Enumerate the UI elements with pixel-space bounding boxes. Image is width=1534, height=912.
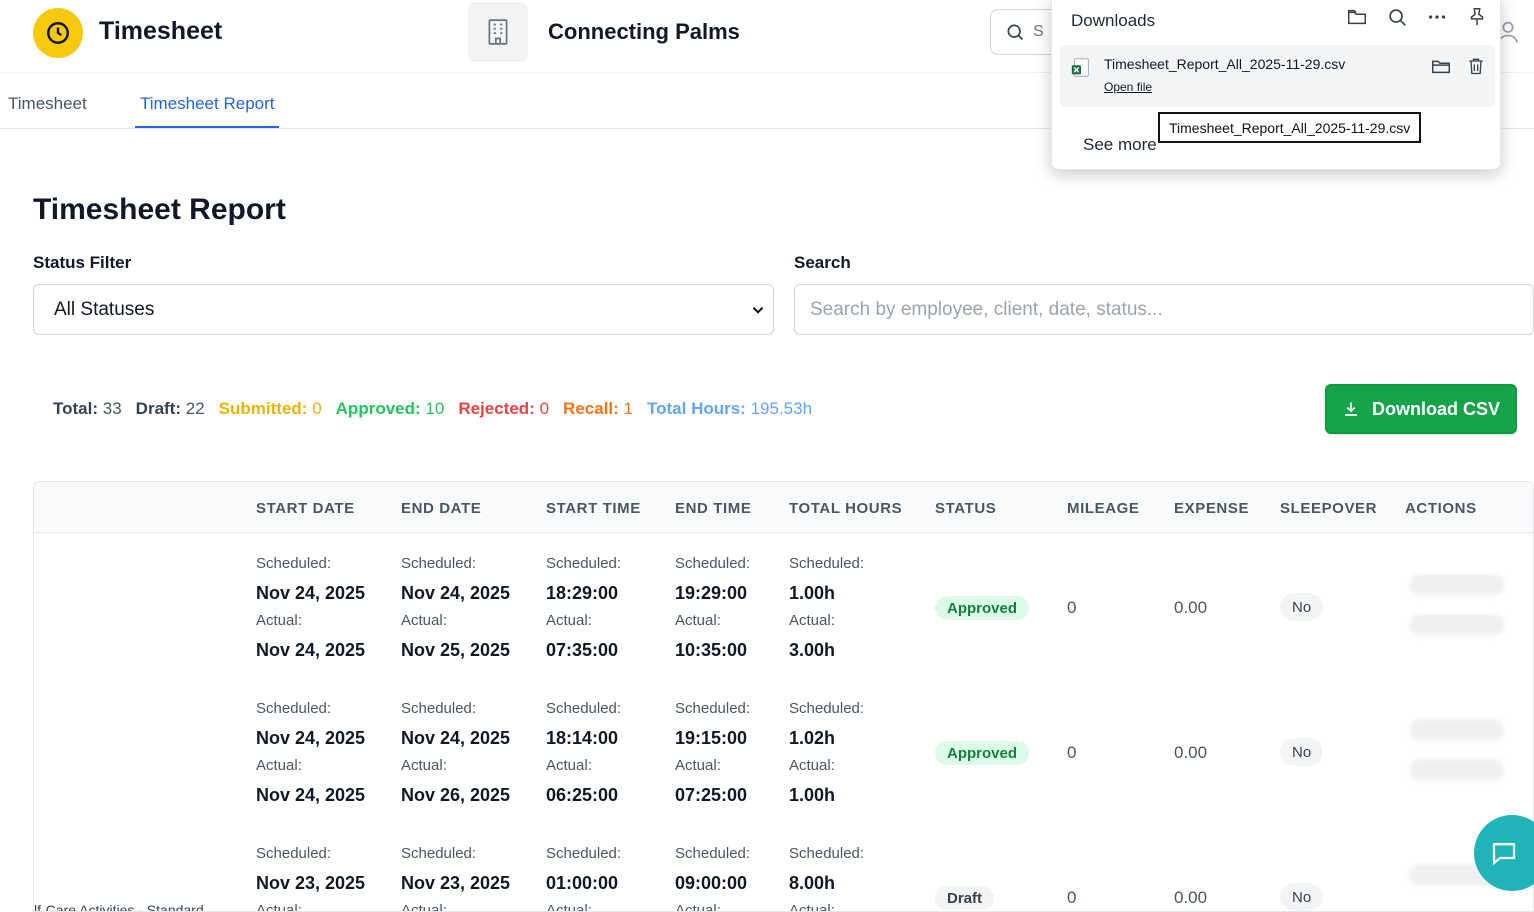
table-header: START DATE END DATE START TIME END TIME … (34, 482, 1533, 533)
row-start-time: Scheduled: 01:00:00 Actual: (546, 845, 622, 912)
search-placeholder: Search by employee, client, date, status… (810, 298, 1163, 320)
chevron-down-icon (752, 307, 764, 314)
col-sleepover: SLEEPOVER (1280, 500, 1378, 517)
building-icon (468, 2, 528, 62)
reject-button[interactable] (1409, 614, 1504, 636)
approve-button[interactable] (1409, 574, 1504, 596)
mileage-value: 0 (1067, 743, 1077, 762)
reject-button[interactable] (1409, 759, 1504, 781)
expense-value: 0.00 (1174, 743, 1208, 762)
status-filter-select[interactable]: All Statuses (33, 284, 774, 335)
tab-bar: Timesheet Timesheet Report (0, 74, 1534, 129)
col-status: STATUS (935, 500, 997, 517)
row-end-time: Scheduled: 19:15:00 Actual: 07:25:00 (675, 700, 751, 805)
download-csv-label: Download CSV (1371, 398, 1500, 419)
status-filter-label: Status Filter (33, 253, 132, 272)
col-end-date: END DATE (401, 500, 482, 517)
expense-value: 0.00 (1174, 598, 1208, 617)
pin-icon[interactable] (1466, 6, 1488, 28)
download-item[interactable]: Timesheet_Report_All_2025-11-29.csv Open… (1060, 45, 1495, 107)
row-start-date: Scheduled: Nov 24, 2025 Actual: Nov 24, … (256, 555, 366, 660)
folder-icon[interactable] (1430, 55, 1452, 77)
clock-icon (33, 8, 83, 58)
row-end-time: Scheduled: 09:00:00 Actual: (675, 845, 751, 912)
stat-rejected: Rejected: 0 (458, 399, 550, 418)
excel-file-icon (1071, 58, 1089, 77)
col-mileage: MILEAGE (1067, 500, 1140, 517)
more-icon[interactable] (1426, 6, 1448, 28)
row-total-hours: Scheduled: 1.00h Actual: 3.00h (789, 555, 865, 660)
col-actions: ACTIONS (1405, 500, 1477, 517)
download-csv-button[interactable]: Download CSV (1325, 384, 1517, 434)
header-search-placeholder: S (1033, 23, 1044, 40)
row-start-date: Scheduled: Nov 24, 2025 Actual: Nov 24, … (256, 700, 366, 805)
row-end-date: Scheduled: Nov 23, 2025 Actual: (401, 845, 511, 912)
stats-bar: Total: 33 Draft: 22 Submitted: 0 Approve… (53, 399, 812, 419)
stat-total: Total: 33 (53, 399, 122, 418)
col-start-date: START DATE (256, 500, 355, 517)
row-start-time: Scheduled: 18:29:00 Actual: 07:35:00 (546, 555, 622, 660)
stat-recall: Recall: 1 (563, 399, 633, 418)
open-file-link[interactable]: Open file (1104, 80, 1153, 94)
mileage-value: 0 (1067, 598, 1077, 617)
downloads-panel: Downloads Timesheet_Report_All_2025-11-2… (1051, 0, 1501, 170)
chat-button[interactable] (1474, 815, 1534, 891)
stat-total-hours: Total Hours: 195.53h (647, 399, 813, 418)
stat-approved: Approved: 10 (335, 399, 445, 418)
sleepover-badge: No (1280, 738, 1324, 766)
row-start-time: Scheduled: 18:14:00 Actual: 06:25:00 (546, 700, 622, 805)
tab-timesheet[interactable]: Timesheet (8, 94, 87, 113)
approve-button[interactable] (1409, 719, 1504, 741)
chat-icon (1492, 843, 1516, 866)
folder-icon[interactable] (1346, 6, 1368, 28)
sleepover-badge: No (1280, 883, 1324, 911)
download-icon (1344, 402, 1357, 416)
search-icon[interactable] (1386, 6, 1408, 28)
file-name-tooltip: Timesheet_Report_All_2025-11-29.csv (1158, 112, 1422, 143)
service-name: lf-Care Activities - Standard (34, 902, 204, 912)
timesheet-table: START DATE END DATE START TIME END TIME … (33, 481, 1534, 912)
app-title: Timesheet (99, 17, 223, 45)
row-start-date: Scheduled: Nov 23, 2025 Actual: (256, 845, 366, 912)
see-more-link[interactable]: See more (1083, 135, 1157, 154)
expense-value: 0.00 (1174, 888, 1208, 907)
row-total-hours: Scheduled: 8.00h Actual: (789, 845, 865, 912)
org-name: Connecting Palms (548, 19, 740, 44)
stat-draft: Draft: 22 (135, 399, 205, 418)
search-label: Search (794, 253, 851, 272)
status-badge: Approved (935, 741, 1030, 765)
col-expense: EXPENSE (1174, 500, 1250, 517)
search-icon (1007, 24, 1024, 41)
col-start-time: START TIME (546, 500, 641, 517)
downloads-title: Downloads (1071, 11, 1156, 30)
col-total-hours: TOTAL HOURS (789, 500, 903, 517)
row-total-hours: Scheduled: 1.02h Actual: 1.00h (789, 700, 865, 805)
stat-submitted: Submitted: 0 (218, 399, 322, 418)
row-end-date: Scheduled: Nov 24, 2025 Actual: Nov 25, … (401, 555, 511, 660)
status-badge: Draft (935, 886, 995, 910)
row-end-time: Scheduled: 19:29:00 Actual: 10:35:00 (675, 555, 751, 660)
status-filter-value: All Statuses (54, 298, 155, 320)
download-file-name: Timesheet_Report_All_2025-11-29.csv (1104, 56, 1346, 72)
status-badge: Approved (935, 596, 1030, 620)
sleepover-badge: No (1280, 593, 1324, 621)
mileage-value: 0 (1067, 888, 1077, 907)
col-end-time: END TIME (675, 500, 752, 517)
row-end-date: Scheduled: Nov 24, 2025 Actual: Nov 26, … (401, 700, 511, 805)
tab-timesheet-report[interactable]: Timesheet Report (135, 94, 280, 128)
trash-icon[interactable] (1466, 55, 1486, 77)
page-title: Timesheet Report (33, 193, 286, 226)
search-input[interactable]: Search by employee, client, date, status… (794, 284, 1534, 335)
